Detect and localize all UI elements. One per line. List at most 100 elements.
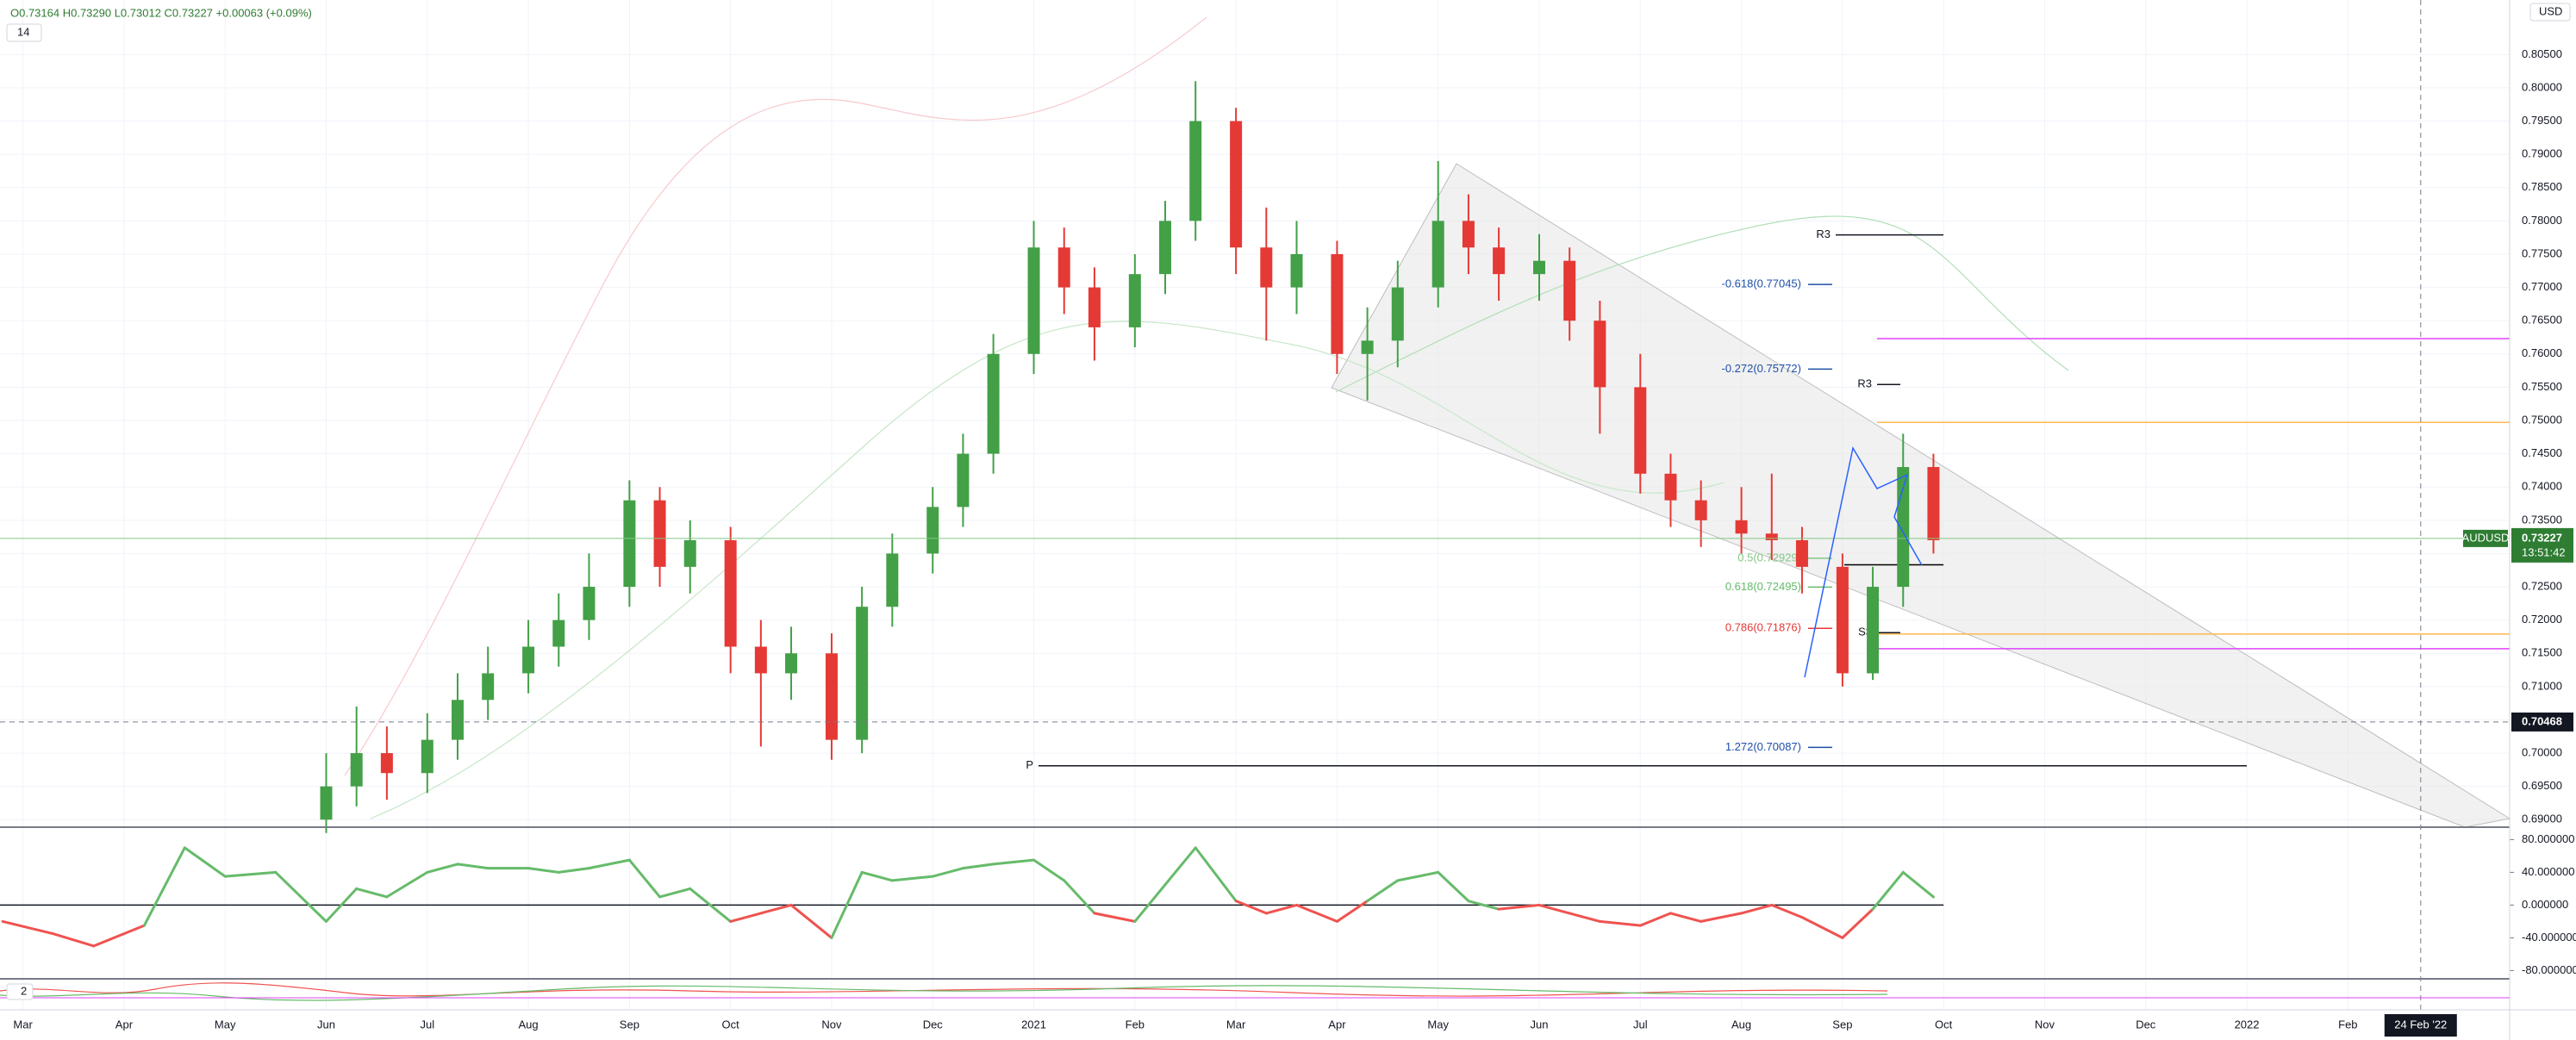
candle-body [856, 607, 869, 740]
candle-body [1765, 533, 1778, 540]
osc-segment [627, 858, 662, 899]
osc-segment [1568, 912, 1601, 923]
osc-segment [1295, 903, 1338, 923]
bollinger-lower [370, 321, 1725, 819]
candle-body [623, 500, 636, 588]
candle-body [825, 653, 838, 740]
candle-body [785, 653, 798, 674]
crosshair-label: 0.70468 [2522, 714, 2562, 727]
osc-segment [992, 858, 1036, 866]
osc-segment [759, 903, 793, 915]
y-tick-label: 0.80000 [2522, 80, 2562, 93]
x-tick-label: Aug [519, 1018, 539, 1031]
osc-segment [142, 846, 186, 927]
x-tick-label: Mar [1226, 1018, 1246, 1031]
candle-body [754, 646, 767, 674]
osc-segment [1467, 900, 1500, 911]
x-tick-label: May [215, 1018, 236, 1031]
candle-body [987, 353, 1000, 454]
symbol-label: AUDUSD [2462, 531, 2510, 544]
candle-body [1431, 221, 1444, 288]
osc-segment [890, 875, 934, 882]
osc-tick-label: 40.000000 [2522, 865, 2574, 878]
osc-segment [658, 887, 692, 899]
x-tick-label: Apr [1328, 1018, 1346, 1031]
osc-segment [1800, 916, 1844, 939]
y-tick-label: 0.72000 [2522, 613, 2562, 626]
osc-segment [527, 867, 560, 874]
osc-segment [426, 863, 459, 874]
osc-segment [1497, 903, 1541, 911]
x-tick-label: Jun [317, 1018, 335, 1031]
price-tag [2511, 527, 2573, 563]
y-tick-label: 0.78500 [2522, 180, 2562, 193]
osc-segment [325, 887, 359, 923]
moving-average [1335, 215, 2069, 393]
candle-body [1189, 121, 1202, 221]
osc-segment [456, 863, 490, 870]
osc-segment [355, 887, 389, 899]
candle-body [421, 739, 433, 774]
y-tick-label: 0.75500 [2522, 380, 2562, 393]
x-tick-label: Oct [1935, 1018, 1953, 1031]
osc-tick-label: 0.000000 [2522, 898, 2568, 911]
osc-segment [1871, 870, 1905, 911]
osc-segment [830, 870, 864, 939]
countdown-label: 13:51:42 [2522, 545, 2566, 558]
candle-body [1563, 260, 1576, 321]
crosshair-tag [2511, 712, 2573, 732]
fib-label: 1.272(0.70087) [1725, 740, 1801, 753]
candle-body [552, 620, 565, 647]
osc-segment [1668, 912, 1703, 923]
candle-body [1260, 247, 1273, 288]
candle-body [1664, 473, 1677, 501]
candle-body [683, 539, 696, 567]
osc-segment [1194, 846, 1238, 903]
candle-body [1230, 121, 1243, 248]
osc-segment [1437, 870, 1470, 903]
currency-label[interactable]: USD [2539, 4, 2562, 17]
y-tick-label: 0.75000 [2522, 413, 2562, 426]
osc-segment [1335, 900, 1369, 923]
currency-button[interactable] [2529, 3, 2571, 22]
osc-segment [52, 932, 96, 948]
ohlc-legend: O0.73164 H0.73290 L0.73012 C0.73227 +0.0… [10, 6, 312, 19]
candle-body [1290, 253, 1303, 288]
pane2-toggle[interactable] [6, 983, 34, 1000]
x-tick-label: Feb [2338, 1018, 2357, 1031]
bollinger-upper [344, 16, 1207, 776]
candle-body [1391, 287, 1404, 341]
candle-body [380, 753, 393, 774]
osc-tick-label: -40.000000 [2522, 931, 2576, 943]
x-tick-label: Dec [2136, 1018, 2156, 1031]
fib-label: 0.5(0.72929) [1737, 551, 1801, 564]
candle-body [1462, 221, 1475, 248]
projection-arrow [1804, 445, 1923, 678]
candle-body [1594, 321, 1606, 388]
osc-segment [1, 919, 55, 936]
pivot-label: R3 [1857, 377, 1872, 390]
osc-tick-label: 80.000000 [2522, 832, 2574, 845]
osc-segment [587, 858, 631, 870]
y-tick-label: 0.76500 [2522, 314, 2562, 327]
candle-body [1128, 274, 1141, 327]
mini-oscillator [0, 982, 2510, 1001]
candle-body [1927, 467, 1940, 540]
osc-segment [183, 846, 227, 878]
indicator-toggle[interactable] [6, 23, 42, 42]
pane2-label[interactable]: 2 [21, 984, 27, 997]
x-tick-label: Apr [115, 1018, 134, 1031]
candle-body [653, 500, 666, 567]
x-tick-label: Sep [1832, 1018, 1852, 1031]
candle-body [1634, 387, 1647, 474]
fib-label: -0.618(0.77045) [1721, 277, 1801, 290]
osc-segment [1901, 870, 1935, 899]
osc-segment [1841, 907, 1874, 939]
osc-segment [223, 870, 278, 878]
y-tick-label: 0.77000 [2522, 280, 2562, 293]
osc-segment [1133, 883, 1167, 923]
indicator-toggle-label[interactable]: 14 [17, 25, 29, 38]
y-tick-label: 0.72500 [2522, 579, 2562, 592]
osc-segment [689, 887, 733, 923]
